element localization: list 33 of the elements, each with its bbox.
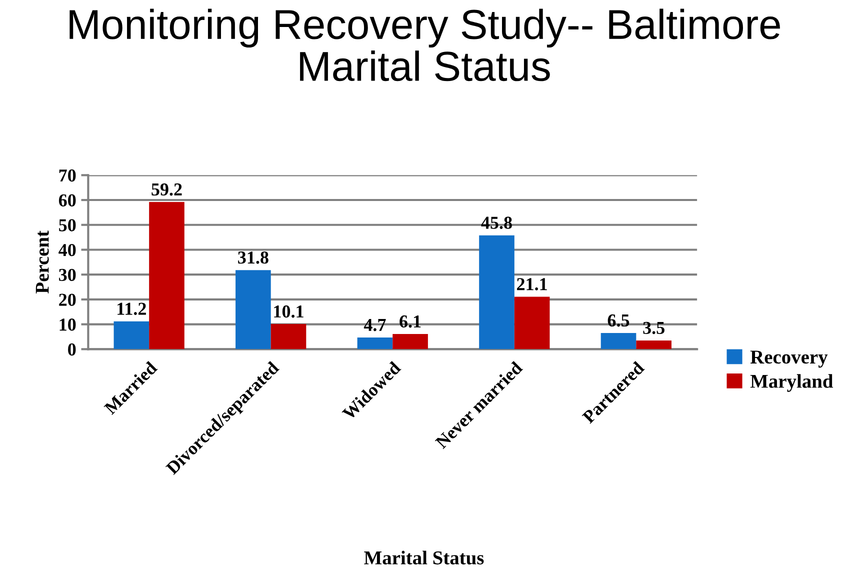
bar — [392, 334, 428, 350]
y-tick-label: 40 — [58, 244, 76, 256]
y-axis-title: Percent — [36, 230, 49, 294]
data-label: 10.1 — [274, 305, 304, 318]
bar — [357, 337, 393, 350]
y-tick-label: 60 — [58, 194, 76, 206]
bar — [600, 333, 636, 350]
data-label: 6.1 — [400, 315, 421, 328]
bar — [479, 235, 514, 350]
y-tick-label: 50 — [59, 219, 76, 232]
data-label: 11.2 — [118, 302, 146, 315]
data-label: 59.2 — [152, 183, 182, 196]
chart-title: Monitoring Recovery Study-- Baltimore Marital Status — [70, 8, 780, 82]
data-label: 45.8 — [481, 216, 512, 229]
bar — [636, 340, 672, 350]
data-label: 3.5 — [643, 322, 664, 334]
legend-label: Maryland — [750, 374, 834, 392]
bar — [270, 324, 306, 350]
y-tick-label: 30 — [59, 268, 76, 282]
data-label: 6.5 — [608, 314, 630, 327]
y-tick-label: 70 — [59, 169, 76, 182]
bar — [236, 270, 271, 350]
bar — [514, 296, 550, 350]
legend-label: Recovery — [750, 350, 828, 368]
y-tick-label: 0 — [68, 343, 76, 356]
bar — [114, 321, 150, 350]
x-axis-title: Marital Status — [364, 550, 484, 564]
y-tick-label: 10 — [60, 318, 76, 331]
data-label: 31.8 — [238, 251, 268, 264]
data-label: 4.7 — [364, 318, 386, 332]
y-tick-label: 20 — [59, 294, 76, 306]
bar — [149, 202, 184, 350]
data-label: 21.1 — [517, 278, 547, 290]
